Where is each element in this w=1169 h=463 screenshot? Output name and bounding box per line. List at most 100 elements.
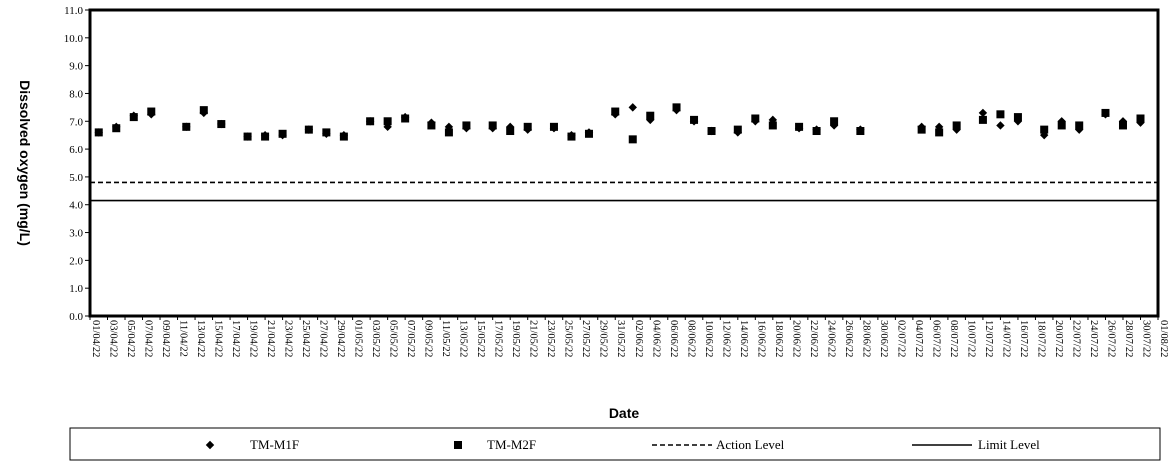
tm-m1f-point bbox=[646, 115, 655, 125]
tm-m2f-point bbox=[322, 128, 331, 137]
legend-tm-m1f-marker bbox=[205, 440, 215, 450]
y-tick-label: 5.0 bbox=[69, 172, 83, 184]
x-tick-label: 10/07/22 bbox=[965, 320, 976, 357]
tm-m2f-point bbox=[462, 121, 471, 130]
legend-tm-m2f-label: TM-M2F bbox=[487, 437, 536, 452]
y-tick-label: 8.0 bbox=[69, 88, 83, 100]
tm-m2f-point bbox=[646, 111, 655, 120]
x-tick-label: 21/04/22 bbox=[265, 320, 276, 357]
x-tick-label: 04/07/22 bbox=[913, 320, 924, 357]
data-points bbox=[94, 103, 1145, 144]
tm-m2f-point bbox=[935, 128, 944, 137]
x-tick-label: 28/07/22 bbox=[1123, 320, 1134, 357]
tm-m2f-point bbox=[1057, 121, 1066, 130]
tm-m2f-point bbox=[339, 132, 348, 141]
tm-m2f-point bbox=[830, 117, 839, 126]
tm-m2f-point bbox=[304, 125, 313, 134]
tm-m2f-point bbox=[182, 122, 191, 131]
x-tick-label: 24/07/22 bbox=[1088, 320, 1099, 357]
legend-tm-m1f-label: TM-M1F bbox=[250, 437, 299, 452]
x-tick-label: 25/05/22 bbox=[563, 320, 574, 357]
x-tick-label: 06/07/22 bbox=[930, 320, 941, 357]
x-tick-label: 29/04/22 bbox=[335, 320, 346, 357]
tm-m2f-point bbox=[567, 132, 576, 141]
x-tick-label: 02/07/22 bbox=[895, 320, 906, 357]
plot-area-frame bbox=[88, 8, 1160, 318]
x-tick-label: 18/07/22 bbox=[1035, 320, 1046, 357]
x-tick-label: 23/04/22 bbox=[283, 320, 294, 357]
legend-box bbox=[69, 427, 1161, 461]
x-tick-label: 19/05/22 bbox=[510, 320, 521, 357]
tm-m2f-point bbox=[401, 114, 410, 123]
x-tick-label: 18/06/22 bbox=[773, 320, 784, 357]
x-tick-label: 12/07/22 bbox=[983, 320, 994, 357]
tm-m2f-point bbox=[690, 115, 699, 124]
x-tick-label: 08/06/22 bbox=[685, 320, 696, 357]
x-tick-label: 30/07/22 bbox=[1140, 320, 1151, 357]
x-axis-ticks: 01/04/22 03/04/22 05/04/22 07/04/22 09/04/22… bbox=[89, 316, 1169, 357]
y-tick-label: 7.0 bbox=[69, 116, 83, 128]
x-tick-label: 15/04/22 bbox=[213, 320, 224, 357]
x-tick-label: 01/08/22 bbox=[1158, 320, 1169, 357]
x-tick-label: 05/05/22 bbox=[388, 320, 399, 357]
x-tick-label: 06/06/22 bbox=[668, 320, 679, 357]
tm-m2f-point bbox=[707, 127, 716, 136]
tm-m2f-point bbox=[444, 128, 453, 137]
x-tick-label: 11/04/22 bbox=[178, 320, 189, 357]
tm-m2f-point bbox=[1075, 121, 1084, 130]
y-tick-label: 1.0 bbox=[69, 283, 83, 295]
x-tick-label: 10/06/22 bbox=[703, 320, 714, 357]
tm-m2f-point bbox=[996, 110, 1005, 119]
tm-m2f-point bbox=[366, 117, 375, 126]
tm-m2f-point bbox=[261, 132, 270, 141]
y-axis-ticks: 0.0 1.0 2.0 3.0 4.0 5.0 6.0 7.0 8.0 9.0 10.0 11.0 bbox=[64, 5, 90, 323]
x-tick-label: 09/04/22 bbox=[160, 320, 171, 357]
tm-m2f-point bbox=[383, 117, 392, 126]
tm-m2f-point bbox=[129, 113, 138, 122]
x-tick-label: 25/04/22 bbox=[300, 320, 311, 357]
x-tick-label: 30/06/22 bbox=[878, 320, 889, 357]
tm-m2f-point bbox=[243, 132, 252, 141]
legend: TM-M1F TM-M2F Action Level Limit Level bbox=[69, 427, 1161, 461]
x-tick-label: 12/06/22 bbox=[720, 320, 731, 357]
x-tick-label: 14/07/22 bbox=[1000, 320, 1011, 357]
legend-action-level-label: Action Level bbox=[716, 437, 785, 452]
tm-m2f-point bbox=[488, 121, 497, 130]
tm-m2f-point bbox=[112, 124, 121, 133]
tm-m2f-point bbox=[1118, 121, 1127, 130]
x-tick-label: 02/06/22 bbox=[633, 320, 644, 357]
x-axis-title: Date bbox=[609, 405, 640, 421]
tm-m1f-point bbox=[996, 121, 1005, 130]
tm-m2f-point bbox=[506, 127, 515, 136]
y-tick-label: 9.0 bbox=[69, 61, 83, 73]
y-tick-label: 10.0 bbox=[64, 33, 84, 45]
tm-m2f-point bbox=[751, 114, 760, 123]
tm-m2f-point bbox=[147, 107, 156, 116]
x-tick-label: 03/04/22 bbox=[108, 320, 119, 357]
tm-m2f-point bbox=[733, 125, 742, 134]
tm-m2f-point bbox=[549, 122, 558, 131]
x-tick-label: 05/04/22 bbox=[125, 320, 136, 357]
x-tick-label: 09/05/22 bbox=[423, 320, 434, 357]
x-tick-label: 08/07/22 bbox=[948, 320, 959, 357]
x-tick-label: 14/06/22 bbox=[738, 320, 749, 357]
tm-m2f-point bbox=[584, 129, 593, 138]
y-tick-label: 4.0 bbox=[69, 200, 83, 212]
tm-m2f-point bbox=[768, 121, 777, 130]
legend-limit-level-label: Limit Level bbox=[978, 437, 1040, 452]
x-tick-label: 16/06/22 bbox=[755, 320, 766, 357]
y-tick-label: 2.0 bbox=[69, 255, 83, 267]
x-tick-label: 22/06/22 bbox=[808, 320, 819, 357]
x-tick-label: 15/05/22 bbox=[475, 320, 486, 357]
y-tick-label: 6.0 bbox=[69, 144, 83, 156]
x-tick-label: 22/07/22 bbox=[1070, 320, 1081, 357]
x-tick-label: 13/04/22 bbox=[195, 320, 206, 357]
x-tick-label: 17/04/22 bbox=[230, 320, 241, 357]
y-tick-label: 3.0 bbox=[69, 228, 83, 240]
tm-m2f-point bbox=[1040, 125, 1049, 134]
tm-m2f-point bbox=[952, 121, 961, 130]
x-tick-label: 24/06/22 bbox=[825, 320, 836, 357]
x-tick-label: 28/06/22 bbox=[860, 320, 871, 357]
x-tick-label: 26/06/22 bbox=[843, 320, 854, 357]
